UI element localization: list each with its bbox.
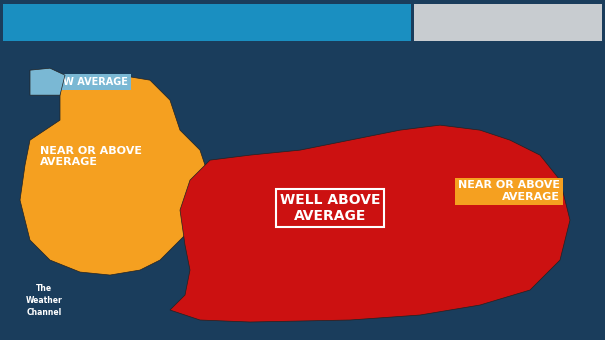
Text: WELL ABOVE
AVERAGE: WELL ABOVE AVERAGE (280, 193, 381, 223)
Polygon shape (170, 125, 570, 322)
Text: NEAR OR ABOVE
AVERAGE: NEAR OR ABOVE AVERAGE (458, 181, 560, 202)
Polygon shape (20, 75, 210, 275)
Text: NEAR OR ABOVE
AVERAGE: NEAR OR ABOVE AVERAGE (40, 146, 142, 167)
Text: BELOW AVERAGE: BELOW AVERAGE (35, 77, 128, 87)
Text: THRU APRIL 17: THRU APRIL 17 (446, 14, 571, 29)
Text: The
Weather
Channel: The Weather Channel (25, 284, 62, 317)
Bar (3, 3, 411, 41)
Bar (414, 3, 602, 41)
Polygon shape (30, 68, 65, 95)
Text: YEAR TO DATE TEMPERATURE DEPARTURES: YEAR TO DATE TEMPERATURE DEPARTURES (29, 14, 385, 29)
